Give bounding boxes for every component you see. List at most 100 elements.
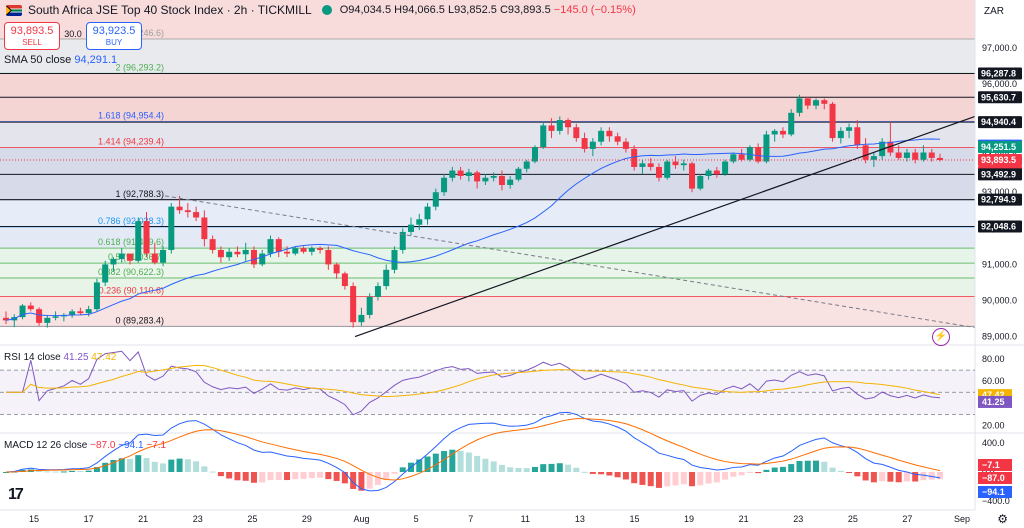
fib-zone bbox=[0, 278, 975, 297]
candle-body bbox=[19, 305, 26, 318]
macd-hist-bar bbox=[226, 472, 233, 479]
macd-hist-bar bbox=[713, 472, 720, 483]
macd-legend[interactable]: MACD 12 26 close −87.0 −94.1 −7.1 bbox=[4, 440, 166, 451]
candle-body bbox=[903, 152, 910, 158]
macd-hist-bar bbox=[341, 472, 348, 484]
candle-body bbox=[341, 273, 348, 287]
macd-hist-bar bbox=[755, 472, 762, 474]
candle-body bbox=[374, 286, 381, 297]
macd-hist-bar bbox=[143, 457, 150, 472]
macd-hist-bar bbox=[201, 466, 208, 472]
candle-body bbox=[126, 253, 133, 261]
macd-value: −94.1 bbox=[118, 440, 144, 451]
macd-hist-bar bbox=[647, 472, 654, 487]
macd-hist-bar bbox=[540, 464, 547, 472]
x-tick-label: 17 bbox=[84, 514, 94, 524]
macd-hist-bar bbox=[333, 472, 340, 481]
candle-body bbox=[837, 130, 844, 139]
price-tag bbox=[978, 67, 1022, 80]
candle-body bbox=[284, 251, 291, 254]
sell-price: 93,893.5 bbox=[10, 25, 54, 37]
candle-body bbox=[631, 148, 638, 167]
macd-line bbox=[5, 411, 941, 492]
macd-hist-bar bbox=[879, 472, 886, 482]
buy-button[interactable]: 93,923.5 BUY bbox=[86, 22, 142, 50]
price-tag bbox=[978, 220, 1022, 233]
macd-hist-bar bbox=[912, 472, 919, 482]
macd-hist-bar bbox=[52, 471, 59, 473]
macd-hist-bar bbox=[565, 464, 572, 472]
macd-hist-bar bbox=[300, 472, 307, 479]
macd-hist-bar bbox=[614, 472, 621, 478]
candle-body bbox=[573, 127, 580, 139]
macd-hist-bar bbox=[465, 452, 472, 472]
macd-hist-bar bbox=[250, 472, 257, 483]
candle-body bbox=[622, 141, 629, 149]
fib-label: 0.382 (90,622.3) bbox=[98, 267, 164, 277]
rsi-legend[interactable]: RSI 14 close 41.25 47.42 bbox=[4, 352, 116, 363]
price-tag bbox=[978, 141, 1022, 154]
sma-label: SMA 50 close bbox=[4, 54, 72, 66]
candle-body bbox=[317, 248, 324, 250]
macd-hist-bar bbox=[515, 468, 522, 472]
chart-header: South Africa JSE Top 40 Stock Index · 2h… bbox=[0, 0, 636, 20]
macd-hist-bar bbox=[184, 459, 191, 472]
macd-tag-label: −7.1 bbox=[982, 460, 1000, 470]
candle-body bbox=[325, 249, 332, 265]
status-dot-icon bbox=[321, 5, 332, 15]
fib-label: 0.786 (92,038.3) bbox=[98, 216, 164, 226]
candle-body bbox=[465, 172, 472, 176]
price-tag bbox=[978, 168, 1022, 181]
currency-label[interactable]: ZAR bbox=[984, 6, 1004, 17]
x-tick-label: 29 bbox=[302, 514, 312, 524]
candle-body bbox=[854, 127, 861, 146]
candle-body bbox=[69, 311, 76, 315]
sell-button[interactable]: 93,893.5 SELL bbox=[4, 22, 60, 50]
macd-hist-bar bbox=[813, 460, 820, 472]
candle-body bbox=[383, 269, 390, 287]
candle-body bbox=[391, 249, 398, 270]
price-tick-label: 90,000.0 bbox=[982, 295, 1017, 305]
candle-body bbox=[920, 152, 927, 160]
x-tick-label: 25 bbox=[247, 514, 257, 524]
change-text: −145.0 (−0.15%) bbox=[553, 4, 636, 16]
macd-hist-bar bbox=[209, 471, 216, 473]
ohlc-text: O94,034.5 H94,066.5 L93,852.5 C93,893.5 bbox=[339, 4, 551, 16]
candle-body bbox=[672, 161, 679, 166]
macd-hist-bar bbox=[358, 472, 365, 491]
macd-hist-bar bbox=[350, 472, 357, 489]
sma-legend[interactable]: SMA 50 close 94,291.1 bbox=[4, 54, 117, 66]
macd-hist-bar bbox=[689, 472, 696, 487]
chart-title[interactable]: South Africa JSE Top 40 Stock Index · 2h… bbox=[28, 3, 312, 17]
candle-body bbox=[432, 192, 439, 207]
buy-price: 93,923.5 bbox=[92, 25, 136, 37]
x-tick-label: Aug bbox=[354, 514, 370, 524]
fib-label: 0.618 (91,449.6) bbox=[98, 237, 164, 247]
price-tag bbox=[978, 193, 1022, 206]
candle-body bbox=[565, 120, 572, 128]
macd-hist-bar bbox=[763, 469, 770, 472]
macd-hist-bar bbox=[110, 459, 117, 472]
candle-body bbox=[887, 141, 894, 153]
fib-zone bbox=[0, 263, 975, 279]
macd-hist-bar bbox=[93, 467, 100, 472]
rsi-value: 41.25 bbox=[63, 352, 89, 363]
macd-tag bbox=[978, 459, 1012, 471]
lightning-icon[interactable]: ⚡ bbox=[932, 328, 950, 346]
candle-body bbox=[589, 141, 596, 149]
gear-icon[interactable]: ⚙ bbox=[997, 512, 1008, 526]
x-tick-label: 11 bbox=[521, 514, 530, 524]
candle-body bbox=[457, 170, 464, 176]
macd-hist-bar bbox=[217, 472, 224, 477]
candle-body bbox=[796, 98, 803, 113]
macd-hist-bar bbox=[474, 455, 481, 472]
macd-hist-bar bbox=[234, 472, 241, 481]
macd-hist-bar bbox=[705, 472, 712, 484]
candle-body bbox=[300, 248, 307, 252]
candle-body bbox=[350, 286, 357, 323]
macd-hist-bar bbox=[937, 472, 943, 480]
candle-body bbox=[85, 309, 92, 314]
macd-hist-bar bbox=[846, 472, 853, 473]
price-tag-label: 94,251.5 bbox=[981, 142, 1016, 152]
